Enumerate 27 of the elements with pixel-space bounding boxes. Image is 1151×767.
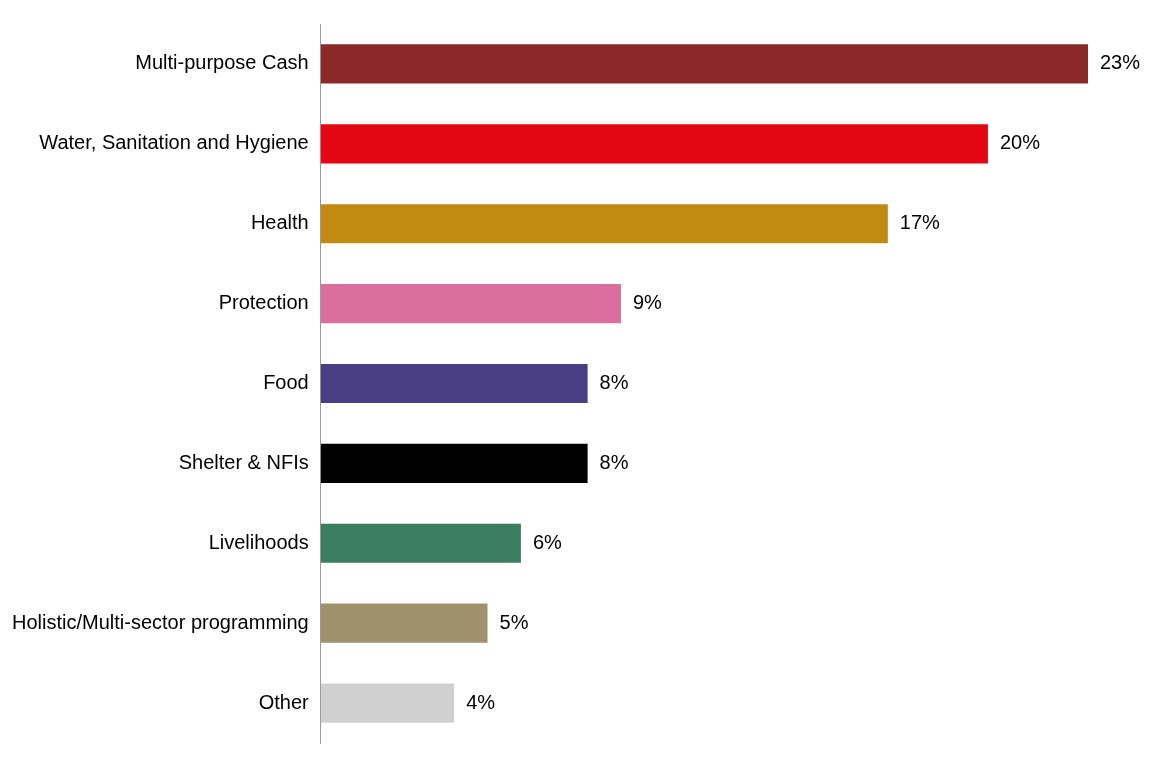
data-label: 8% [599, 371, 629, 394]
bar [320, 204, 888, 244]
y-tick-label: Health [250, 211, 309, 234]
y-tick-label: Other [258, 690, 310, 713]
y-tick-label: Food [263, 371, 309, 394]
bar [320, 683, 455, 723]
bar [320, 124, 988, 164]
data-label: 6% [532, 530, 563, 553]
y-tick-label: Multi-purpose Cash [135, 51, 309, 74]
y-tick-label: Water, Sanitation and Hygiene [39, 131, 309, 154]
bar [320, 44, 1088, 84]
y-tick-label: Holistic/Multi-sector programming [11, 610, 309, 633]
y-tick-label: Protection [218, 291, 309, 314]
data-label: 23% [1100, 51, 1141, 74]
data-label: 5% [499, 610, 529, 633]
data-label: 9% [632, 291, 663, 314]
data-label: 17% [899, 211, 941, 234]
y-tick-label: Shelter & NFIs [178, 450, 309, 473]
bar [320, 284, 621, 324]
data-label: 8% [599, 450, 629, 473]
bar [320, 443, 588, 483]
bar [320, 603, 488, 643]
data-label: 20% [999, 131, 1041, 154]
bar [320, 523, 521, 563]
data-label: 4% [466, 690, 496, 713]
bar [320, 363, 588, 404]
y-tick-label: Livelihoods [208, 530, 309, 553]
